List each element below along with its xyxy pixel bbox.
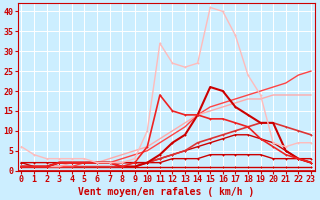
X-axis label: Vent moyen/en rafales ( km/h ): Vent moyen/en rafales ( km/h ): [78, 187, 254, 197]
